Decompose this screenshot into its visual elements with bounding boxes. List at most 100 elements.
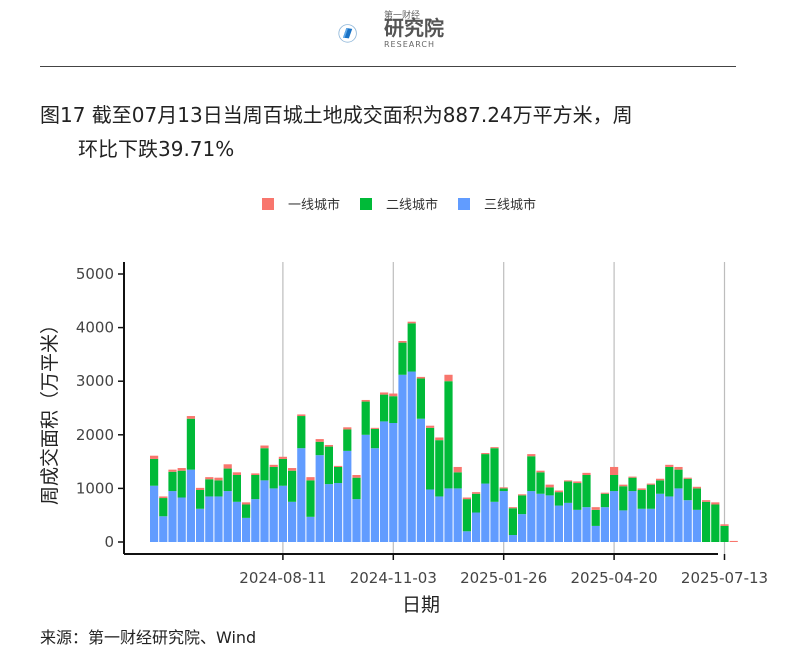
bar-segment-tier2: [168, 471, 177, 492]
bar-segment-tier3: [205, 496, 214, 542]
bar-segment-tier1: [573, 481, 582, 484]
bar-segment-tier1: [610, 466, 619, 475]
bar-segment-tier3: [361, 434, 370, 542]
bar-segment-tier3: [628, 491, 637, 542]
bar-segment-tier1: [481, 453, 490, 455]
bar-segment-tier1: [545, 484, 554, 488]
bar-segment-tier1: [315, 439, 324, 442]
bar-segment-tier1: [508, 507, 517, 509]
bar-segment-tier1: [159, 496, 168, 499]
bar-segment-tier3: [646, 508, 655, 542]
bar-segment-tier3: [278, 485, 287, 542]
bar-segment-tier3: [186, 469, 195, 542]
bar-segment-tier3: [554, 505, 563, 542]
bar-segment-tier3: [536, 493, 545, 542]
bar-segment-tier1: [380, 392, 389, 395]
bar-segment-tier3: [269, 488, 278, 542]
bar-segment-tier1: [646, 483, 655, 485]
bar-segment-tier1: [554, 490, 563, 493]
bar-segment-tier3: [656, 493, 665, 542]
bar-segment-tier1: [702, 500, 711, 502]
bar-segment-tier3: [610, 491, 619, 542]
bar-segment-tier3: [324, 484, 333, 542]
bar-segment-tier1: [720, 524, 729, 526]
bar-segment-tier2: [416, 378, 425, 419]
bar-segment-tier3: [214, 496, 223, 542]
bar-segment-tier2: [177, 470, 186, 498]
bar-segment-tier1: [177, 468, 186, 471]
bar-segment-tier2: [370, 428, 379, 449]
bar-segment-tier1: [168, 469, 177, 472]
bar-segment-tier2: [610, 475, 619, 492]
bar-segment-tier2: [186, 418, 195, 470]
logo-top-text: 第一财经: [384, 11, 421, 21]
bar-segment-tier2: [499, 488, 508, 492]
bar-segment-tier1: [223, 464, 232, 469]
chart-legend: 一线城市 二线城市 三线城市: [262, 194, 536, 213]
bar-segment-tier3: [600, 507, 609, 542]
bar-segment-tier1: [398, 341, 407, 343]
bar-segment-tier3: [242, 517, 251, 542]
bar-segment-tier2: [205, 479, 214, 497]
bar-segment-tier3: [490, 501, 499, 542]
bar-segment-tier3: [370, 448, 379, 542]
bar-segment-tier3: [297, 448, 306, 542]
bar-segment-tier1: [196, 487, 205, 490]
y-tick-label: 3000: [76, 372, 114, 390]
bar-segment-tier3: [251, 499, 260, 542]
bar-segment-tier3: [398, 374, 407, 542]
bar-segment-tier2: [720, 525, 729, 542]
y-tick-label: 5000: [76, 265, 114, 283]
bar-segment-tier2: [389, 396, 398, 424]
bar-segment-tier3: [518, 514, 527, 542]
bar-segment-tier2: [269, 466, 278, 489]
bar-segment-tier2: [564, 481, 573, 503]
bar-segment-tier2: [518, 495, 527, 515]
bar-segment-tier1: [600, 492, 609, 494]
bar-segment-tier2: [508, 508, 517, 536]
bar-segment-tier1: [343, 427, 352, 430]
bar-segment-tier1: [251, 473, 260, 475]
bar-segment-tier3: [462, 531, 471, 542]
bar-segment-tier2: [407, 323, 416, 372]
bar-segment-tier3: [177, 497, 186, 542]
bar-segment-tier1: [297, 414, 306, 417]
bar-segment-tier1: [619, 484, 628, 487]
bar-segment-tier1: [416, 376, 425, 379]
bar-segment-tier3: [582, 507, 591, 542]
bar-segment-tier3: [334, 483, 343, 542]
bar-segment-tier2: [536, 472, 545, 494]
legend-swatch-tier1: [262, 197, 274, 210]
bar-segment-tier3: [508, 535, 517, 542]
bar-segment-tier2: [462, 499, 471, 532]
bar-segment-tier1: [407, 321, 416, 324]
bar-segment-tier1: [490, 447, 499, 449]
bar-segment-tier2: [481, 454, 490, 484]
bar-segment-tier2: [545, 487, 554, 496]
bar-segment-tier1: [269, 464, 278, 467]
bar-segment-tier3: [159, 516, 168, 542]
bar-segment-tier3: [426, 489, 435, 542]
bar-segment-tier1: [150, 455, 159, 459]
bar-segment-tier2: [656, 480, 665, 494]
figure-title: 图17 截至07月13日当周百城土地成交面积为887.24万平方米，周 环比下跌…: [40, 98, 740, 166]
bar-segment-tier3: [416, 418, 425, 542]
bar-segment-tier1: [518, 494, 527, 496]
bar-segment-tier1: [370, 427, 379, 429]
bar-segment-tier1: [628, 476, 637, 478]
bar-segment-tier1: [334, 465, 343, 467]
bar-segment-tier2: [435, 440, 444, 497]
bar-segment-tier1: [591, 507, 600, 510]
x-tick-label: 2025-01-26: [460, 569, 547, 587]
bar-segment-tier2: [398, 342, 407, 375]
bar-segment-tier2: [573, 483, 582, 510]
bar-segment-tier1: [665, 464, 674, 467]
bar-segment-tier2: [288, 470, 297, 502]
bar-segment-tier3: [472, 512, 481, 542]
legend-item-tier2: 二线城市: [360, 194, 438, 213]
bar-segment-tier3: [619, 510, 628, 542]
bar-segment-tier3: [306, 516, 315, 542]
x-tick-label: 2025-07-13: [681, 569, 768, 587]
bar-segment-tier1: [361, 399, 370, 402]
bar-segment-tier2: [554, 492, 563, 506]
